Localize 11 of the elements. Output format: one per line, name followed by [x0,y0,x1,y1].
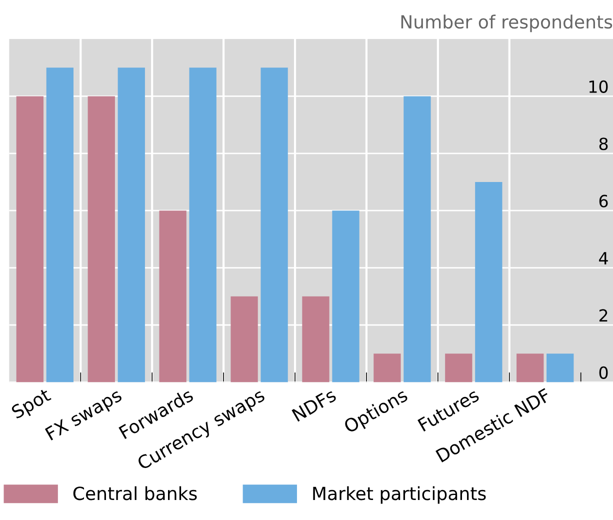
y-tick-label: 2 [599,309,608,322]
y-tick-label: 4 [599,252,608,264]
legend-label: Central banks [73,486,197,500]
legend-label: Market participants [313,486,486,504]
y-axis-title: Number of respondents [401,14,612,32]
y-tick-label: 8 [599,138,608,150]
y-tick-label: 0 [599,366,608,379]
y-tick-label: 10 [589,80,608,93]
x-tick-label: Spot [10,388,54,422]
y-tick-label: 6 [599,194,608,208]
x-tick-label: NDFs [292,388,337,422]
